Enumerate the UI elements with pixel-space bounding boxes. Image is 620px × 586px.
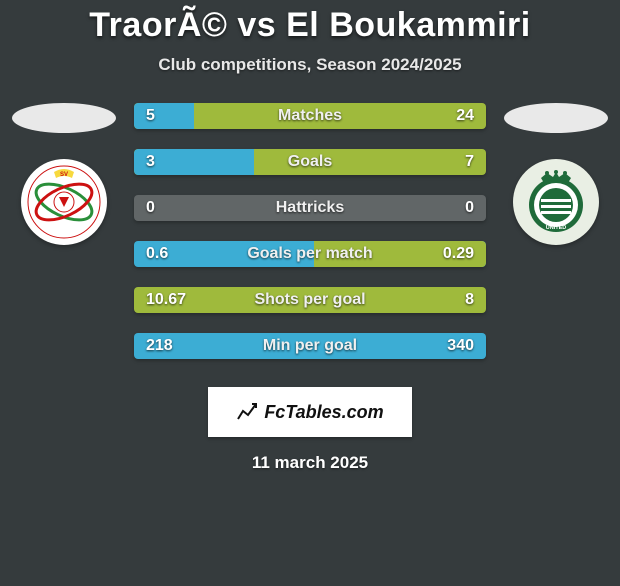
stat-value-right: 0.29 bbox=[443, 241, 474, 267]
right-flag-placeholder bbox=[504, 103, 608, 133]
left-flag-placeholder bbox=[12, 103, 116, 133]
stat-value-right: 8 bbox=[465, 287, 474, 313]
stat-label: Matches bbox=[134, 103, 486, 129]
stat-bar: 5Matches24 bbox=[134, 103, 486, 129]
chart-icon bbox=[236, 401, 258, 423]
svg-text:SV: SV bbox=[60, 172, 68, 178]
stat-bar: 10.67Shots per goal8 bbox=[134, 287, 486, 313]
stat-value-right: 0 bbox=[465, 195, 474, 221]
left-player-col: SV bbox=[8, 103, 120, 245]
date-text: 11 march 2025 bbox=[0, 453, 620, 473]
left-club-badge: SV bbox=[21, 159, 107, 245]
zulte-waregem-crest-icon: SV bbox=[26, 164, 102, 240]
stat-bar: 3Goals7 bbox=[134, 149, 486, 175]
stat-label: Min per goal bbox=[134, 333, 486, 359]
page-title: TraorÃ© vs El Boukammiri bbox=[0, 6, 620, 45]
stat-label: Goals per match bbox=[134, 241, 486, 267]
stat-bar: 0.6Goals per match0.29 bbox=[134, 241, 486, 267]
lommel-united-crest-icon: UNITED bbox=[517, 163, 595, 241]
main-row: SV 5Matches24 3Goals7 0Hattricks0 0.6Goals … bbox=[0, 103, 620, 379]
stat-value-right: 7 bbox=[465, 149, 474, 175]
stat-bar: 0Hattricks0 bbox=[134, 195, 486, 221]
stats-column: 5Matches24 3Goals7 0Hattricks0 0.6Goals per… bbox=[120, 103, 500, 379]
comparison-widget: TraorÃ© vs El Boukammiri Club competitio… bbox=[0, 6, 620, 473]
svg-text:UNITED: UNITED bbox=[546, 225, 567, 231]
stat-value-right: 340 bbox=[447, 333, 474, 359]
subtitle: Club competitions, Season 2024/2025 bbox=[0, 55, 620, 75]
stat-label: Hattricks bbox=[134, 195, 486, 221]
stat-label: Shots per goal bbox=[134, 287, 486, 313]
banner-text: FcTables.com bbox=[264, 402, 383, 423]
stat-bar: 218Min per goal340 bbox=[134, 333, 486, 359]
stat-value-right: 24 bbox=[456, 103, 474, 129]
stat-label: Goals bbox=[134, 149, 486, 175]
fctables-banner[interactable]: FcTables.com bbox=[208, 387, 412, 437]
right-club-badge: UNITED bbox=[513, 159, 599, 245]
right-player-col: UNITED bbox=[500, 103, 612, 245]
